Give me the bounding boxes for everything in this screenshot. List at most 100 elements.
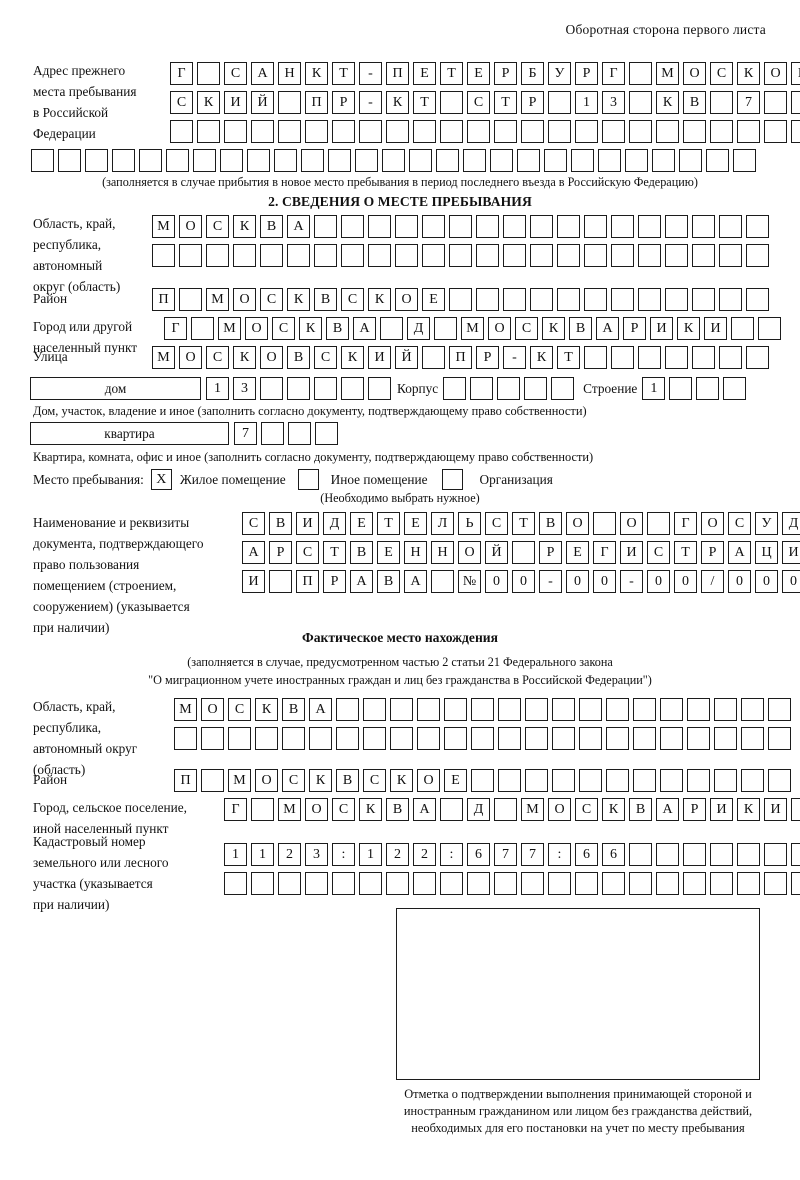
- char-cell[interactable]: [328, 149, 351, 172]
- char-cell[interactable]: Е: [350, 512, 373, 535]
- char-cell[interactable]: М: [278, 798, 301, 821]
- char-cell[interactable]: [656, 872, 679, 895]
- char-cell[interactable]: -: [620, 570, 643, 593]
- char-cell[interactable]: Е: [467, 62, 490, 85]
- char-cell[interactable]: С: [170, 91, 193, 114]
- char-cell[interactable]: [417, 727, 440, 750]
- char-cell[interactable]: 2: [278, 843, 301, 866]
- char-cell[interactable]: [606, 727, 629, 750]
- char-cell[interactable]: [152, 244, 175, 267]
- char-cell[interactable]: [687, 727, 710, 750]
- char-cell[interactable]: И: [242, 570, 265, 593]
- char-cell[interactable]: В: [287, 346, 310, 369]
- char-cell[interactable]: [737, 872, 760, 895]
- char-cell[interactable]: [422, 346, 445, 369]
- char-cell[interactable]: 6: [575, 843, 598, 866]
- char-cell[interactable]: [220, 149, 243, 172]
- char-cell[interactable]: С: [242, 512, 265, 535]
- char-cell[interactable]: [386, 872, 409, 895]
- char-cell[interactable]: Р: [701, 541, 724, 564]
- char-cell[interactable]: [314, 215, 337, 238]
- char-cell[interactable]: О: [764, 62, 787, 85]
- char-cell[interactable]: М: [218, 317, 241, 340]
- char-cell[interactable]: А: [353, 317, 376, 340]
- char-cell[interactable]: Н: [278, 62, 301, 85]
- char-cell[interactable]: [548, 872, 571, 895]
- char-cell[interactable]: [476, 288, 499, 311]
- char-cell[interactable]: [390, 727, 413, 750]
- char-cell[interactable]: [710, 91, 733, 114]
- char-cell[interactable]: Й: [395, 346, 418, 369]
- char-cell[interactable]: [476, 215, 499, 238]
- char-cell[interactable]: :: [440, 843, 463, 866]
- char-cell[interactable]: 1: [206, 377, 229, 400]
- char-cell[interactable]: А: [251, 62, 274, 85]
- char-cell[interactable]: В: [377, 570, 400, 593]
- char-cell[interactable]: В: [791, 62, 800, 85]
- char-cell[interactable]: О: [458, 541, 481, 564]
- char-cell[interactable]: Д: [323, 512, 346, 535]
- char-cell[interactable]: Р: [476, 346, 499, 369]
- char-cell[interactable]: 0: [647, 570, 670, 593]
- char-cell[interactable]: [633, 698, 656, 721]
- char-cell[interactable]: У: [755, 512, 778, 535]
- char-cell[interactable]: Р: [494, 62, 517, 85]
- prev-address-row-4[interactable]: [31, 149, 756, 172]
- char-cell[interactable]: В: [260, 215, 283, 238]
- char-cell[interactable]: [179, 244, 202, 267]
- char-cell[interactable]: [260, 244, 283, 267]
- char-cell[interactable]: [260, 377, 283, 400]
- char-cell[interactable]: [363, 698, 386, 721]
- char-cell[interactable]: [503, 244, 526, 267]
- actual-region-row-2[interactable]: [174, 727, 791, 750]
- char-cell[interactable]: [791, 91, 800, 114]
- char-cell[interactable]: [314, 377, 337, 400]
- char-cell[interactable]: [278, 91, 301, 114]
- char-cell[interactable]: В: [314, 288, 337, 311]
- char-cell[interactable]: Г: [602, 62, 625, 85]
- char-cell[interactable]: [746, 244, 769, 267]
- char-cell[interactable]: [382, 149, 405, 172]
- char-cell[interactable]: [552, 769, 575, 792]
- char-cell[interactable]: К: [305, 62, 328, 85]
- char-cell[interactable]: [251, 798, 274, 821]
- char-cell[interactable]: [656, 120, 679, 143]
- char-cell[interactable]: О: [548, 798, 571, 821]
- char-cell[interactable]: [638, 244, 661, 267]
- char-cell[interactable]: [638, 346, 661, 369]
- char-cell[interactable]: С: [575, 798, 598, 821]
- char-cell[interactable]: [355, 149, 378, 172]
- char-cell[interactable]: И: [764, 798, 787, 821]
- char-cell[interactable]: [498, 727, 521, 750]
- char-cell[interactable]: О: [488, 317, 511, 340]
- char-cell[interactable]: С: [282, 769, 305, 792]
- checkbox-organizaciya[interactable]: [442, 469, 464, 490]
- char-cell[interactable]: С: [314, 346, 337, 369]
- char-cell[interactable]: [758, 317, 781, 340]
- char-cell[interactable]: [305, 872, 328, 895]
- char-cell[interactable]: К: [656, 91, 679, 114]
- char-cell[interactable]: [629, 843, 652, 866]
- char-cell[interactable]: [764, 120, 787, 143]
- char-cell[interactable]: [548, 91, 571, 114]
- char-cell[interactable]: 1: [359, 843, 382, 866]
- char-cell[interactable]: [714, 698, 737, 721]
- char-cell[interactable]: [660, 769, 683, 792]
- char-cell[interactable]: Т: [413, 91, 436, 114]
- char-cell[interactable]: [395, 244, 418, 267]
- char-cell[interactable]: [746, 288, 769, 311]
- char-cell[interactable]: Е: [404, 512, 427, 535]
- char-cell[interactable]: [714, 727, 737, 750]
- char-cell[interactable]: Д: [407, 317, 430, 340]
- char-cell[interactable]: 7: [234, 422, 257, 445]
- region-row-2[interactable]: [152, 244, 769, 267]
- char-cell[interactable]: [449, 288, 472, 311]
- char-cell[interactable]: С: [341, 288, 364, 311]
- char-cell[interactable]: [224, 872, 247, 895]
- char-cell[interactable]: [593, 512, 616, 535]
